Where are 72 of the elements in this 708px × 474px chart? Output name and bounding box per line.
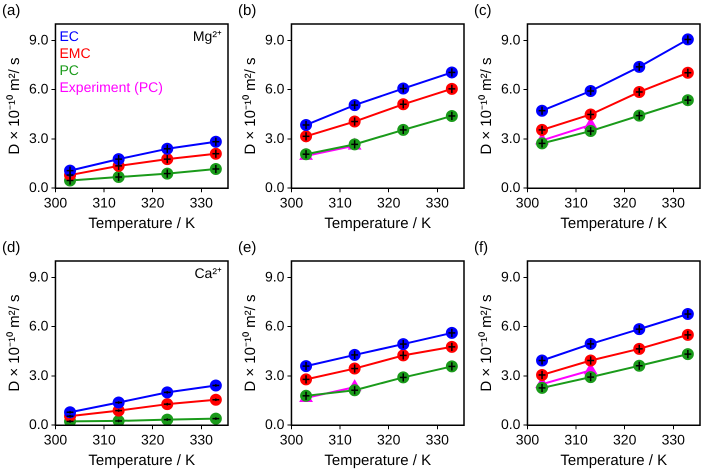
x-tick-label: 300 [44,194,68,210]
y-axis-title: D × 10⁻¹⁰ m²/ s [478,294,496,392]
y-tick-label: 0.0 [28,179,49,196]
y-tick-label: 6.0 [500,318,521,334]
y-axis-title: D × 10⁻¹⁰ m²/ s [242,294,260,392]
x-tick-label: 300 [516,194,540,210]
x-tick-label: 330 [662,194,686,210]
x-tick-label: 310 [92,194,116,210]
y-axis-title: D × 10⁻¹⁰ m²/ s [478,58,496,155]
y-tick-label: 6.0 [28,80,49,97]
text: EMC [59,44,91,61]
y-axis-title: D × 10⁻¹⁰ m²/ s [6,58,24,155]
y-tick-label: 6.0 [500,80,521,97]
y-tick-label: 3.0 [500,130,521,146]
y-axis-title: D × 10⁻¹⁰ m²/ s [6,294,24,392]
x-tick-label: 330 [190,194,214,210]
x-tick-label: 300 [44,431,68,448]
y-tick-label: 3.0 [264,130,285,146]
x-tick-label: 320 [376,431,401,448]
x-tick-label: 310 [564,194,588,210]
chart-title: (d) [2,239,20,256]
x-tick-label: 330 [190,431,214,448]
y-tick-label: 3.0 [28,130,49,146]
y-tick-label: 6.0 [264,318,285,334]
y-tick-label: 9.0 [28,31,49,48]
chart-title: (a) [2,2,20,20]
chart-title: (b) [238,2,256,20]
y-tick-label: 3.0 [500,366,521,383]
y-tick-label: 9.0 [500,31,521,48]
y-tick-label: 0.0 [264,416,285,432]
y-tick-label: 3.0 [264,366,285,383]
x-tick-label: 320 [140,431,165,448]
y-tick-label: 6.0 [28,318,49,334]
x-tick-label: 300 [280,431,304,448]
x-axis-title: Temperature / K [560,452,668,470]
x-tick-label: 310 [92,431,116,448]
chart-title: (f) [474,239,488,256]
x-tick-label: 310 [564,431,588,448]
text: PC [59,62,79,78]
x-tick-label: 320 [140,194,165,210]
y-tick-label: 9.0 [28,268,49,284]
x-axis-title: Temperature / K [324,215,432,232]
x-tick-label: 300 [280,194,304,210]
x-tick-label: 320 [612,194,637,210]
x-tick-label: 330 [426,194,450,210]
y-tick-label: 6.0 [264,80,285,97]
y-tick-label: 0.0 [264,179,285,196]
x-tick-label: 300 [516,431,540,448]
annotation: Mg²⁺ [192,28,222,44]
y-axis-title: D × 10⁻¹⁰ m²/ s [242,58,260,155]
x-axis-title: Temperature / K [560,215,668,232]
chart-title: (c) [474,2,492,20]
legend-label: Experiment (PC) [59,78,163,95]
y-tick-label: 0.0 [500,179,521,196]
x-tick-label: 310 [328,431,352,448]
chart-title: (e) [238,239,256,256]
y-tick-label: 9.0 [264,268,285,284]
y-tick-label: 9.0 [500,268,521,284]
annotation: Ca²⁺ [194,264,222,281]
x-axis-title: Temperature / K [324,452,432,470]
x-axis-title: Temperature / K [88,215,196,232]
y-tick-label: 9.0 [264,31,285,48]
text: EC [59,28,79,44]
x-tick-label: 310 [328,194,352,210]
y-tick-label: 0.0 [500,416,521,432]
x-tick-label: 320 [376,194,401,210]
y-tick-label: 0.0 [28,416,49,432]
x-tick-label: 330 [426,431,450,448]
x-tick-label: 320 [612,431,637,448]
y-tick-label: 3.0 [28,366,49,383]
x-tick-label: 330 [662,431,686,448]
x-axis-title: Temperature / K [88,452,196,470]
